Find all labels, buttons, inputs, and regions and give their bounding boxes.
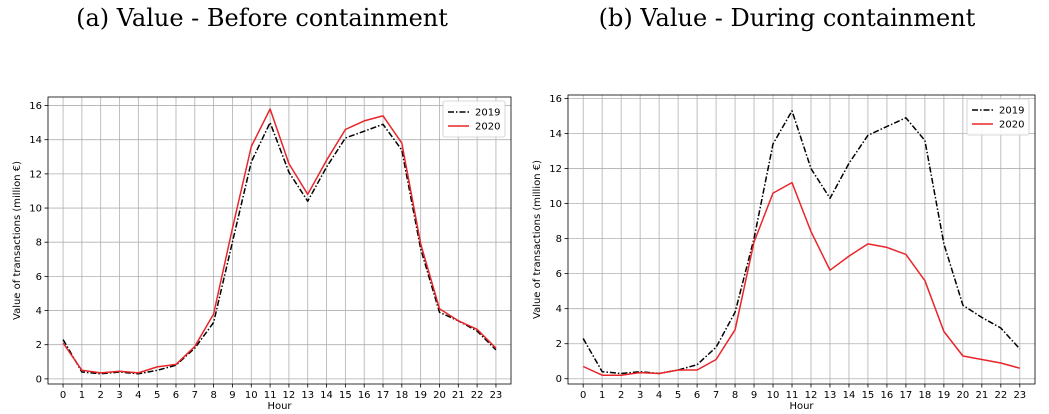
x-tick-label: 5 [154,390,160,401]
x-tick-label: 23 [1013,390,1026,401]
y-tick-label: 2 [556,339,562,350]
legend-label-2020: 2020 [999,120,1024,131]
grid [48,97,511,384]
x-tick-label: 10 [767,390,780,401]
y-tick-label: 12 [549,164,562,175]
legend-label-2019: 2019 [475,108,500,119]
x-tick-label: 18 [395,390,408,401]
series-line-2019 [583,111,1020,374]
y-tick-label: 8 [556,234,562,245]
y-tick-label: 6 [36,272,42,283]
x-tick-label: 21 [452,390,465,401]
x-tick-label: 17 [377,390,390,401]
x-tick-label: 22 [471,390,484,401]
x-tick-label: 18 [919,390,932,401]
x-tick-label: 2 [618,390,624,401]
x-tick-label: 14 [320,390,333,401]
x-tick-label: 8 [210,390,216,401]
x-tick-label: 15 [339,390,352,401]
x-tick-label: 19 [938,390,951,401]
x-tick-label: 0 [580,390,586,401]
y-tick-label: 6 [556,269,562,280]
x-tick-label: 10 [245,390,258,401]
x-tick-label: 3 [637,390,643,401]
x-tick-label: 16 [881,390,894,401]
x-tick-label: 1 [79,390,85,401]
series-line-2019 [63,123,496,374]
line-chart-during: 0 1 2 3 4 5 6 7 8 9 10 11 12 13 14 15 16 17 18 19 20 21 22 2302… [525,0,1049,414]
x-tick-label: 16 [358,390,371,401]
y-tick-label: 16 [29,101,42,112]
y-tick-label: 0 [556,374,562,385]
x-tick-label: 3 [116,390,122,401]
y-tick-label: 8 [36,238,42,249]
x-tick-label: 6 [694,390,700,401]
x-axis-label: Hour [789,401,814,412]
y-tick-label: 0 [36,374,42,385]
x-tick-label: 2 [98,390,104,401]
x-tick-label: 15 [862,390,875,401]
x-tick-label: 17 [900,390,913,401]
legend: 2019 2020 [967,99,1029,135]
x-tick-label: 13 [301,390,314,401]
y-tick-label: 10 [29,204,42,215]
y-axis-label: Value of transactions (million €) [532,160,543,319]
legend-label-2020: 2020 [475,122,500,133]
x-tick-label: 14 [843,390,856,401]
x-tick-label: 13 [824,390,837,401]
y-tick-label: 4 [556,304,562,315]
x-tick-label: 9 [751,390,757,401]
y-tick-label: 2 [36,340,42,351]
x-axis-label: Hour [267,401,292,412]
y-tick-label: 4 [36,306,42,317]
legend-label-2019: 2019 [999,106,1024,117]
x-tick-label: 8 [732,390,738,401]
x-tick-label: 11 [786,390,799,401]
x-tick-label: 12 [283,390,296,401]
y-tick-label: 12 [29,169,42,180]
x-tick-label: 11 [264,390,277,401]
x-tick-label: 4 [135,390,141,401]
x-tick-label: 0 [60,390,66,401]
y-tick-label: 14 [29,135,42,146]
x-tick-label: 20 [956,390,969,401]
x-tick-label: 12 [805,390,818,401]
x-tick-label: 6 [173,390,179,401]
legend: 2019 2020 [443,101,505,137]
y-axis-label: Value of transactions (million €) [12,161,23,320]
x-tick-label: 5 [675,390,681,401]
x-tick-label: 23 [490,390,503,401]
x-tick-label: 9 [229,390,235,401]
x-tick-label: 21 [975,390,988,401]
y-tick-label: 16 [549,94,562,105]
x-tick-label: 20 [433,390,446,401]
y-tick-label: 10 [549,199,562,210]
x-tick-label: 7 [713,390,719,401]
x-tick-label: 7 [192,390,198,401]
x-tick-label: 19 [414,390,427,401]
x-tick-label: 1 [599,390,605,401]
line-chart-before: 0 1 2 3 4 5 6 7 8 9 10 11 12 13 14 15 16 17 18 19 20 21 22 2302… [0,0,524,414]
x-tick-label: 22 [994,390,1007,401]
y-tick-label: 14 [549,129,562,140]
x-tick-label: 4 [656,390,662,401]
